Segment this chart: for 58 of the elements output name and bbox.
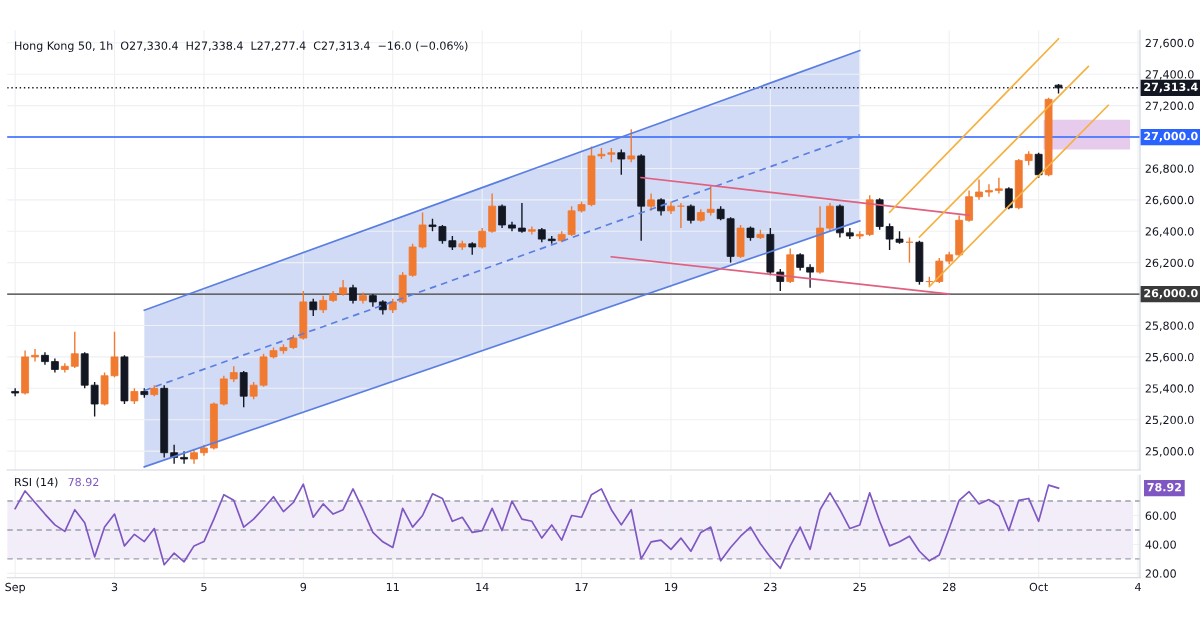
candlestick — [70, 331, 79, 369]
y-tick-label: 26,800.0 — [1145, 164, 1194, 174]
y-tick-label: 40.00 — [1145, 540, 1176, 549]
candlestick — [617, 148, 626, 176]
candlestick — [975, 178, 983, 201]
y-tick-label: 25,200.0 — [1145, 415, 1194, 426]
candlestick — [806, 263, 814, 289]
candlestick — [677, 202, 685, 229]
ref-line-label: 27,313.4 — [1144, 82, 1198, 93]
y-tick-label: 26,600.0 — [1145, 195, 1194, 206]
candlestick — [31, 348, 39, 363]
ref-line-label: 27,000.0 — [1144, 131, 1198, 142]
candlestick — [706, 185, 715, 217]
candlestick — [627, 128, 636, 163]
x-tick-label: 11 — [386, 582, 399, 592]
candlestick — [60, 362, 69, 374]
y-tick-label: 27,400.0 — [1145, 70, 1194, 80]
x-tick-label: 4 — [1135, 582, 1141, 592]
text: Hong Kong 50, 1h O27,330.4 H27,338.4 L27,277.4 C27,313.4 −16.0 (−0.06%) — [15, 41, 468, 52]
x-tick-label: 3 — [111, 582, 118, 592]
y-tick-label: 25,600.0 — [1145, 352, 1194, 363]
y-tick-label: 25,800.0 — [1145, 321, 1194, 332]
x-tick-label: 17 — [575, 582, 588, 592]
candlestick — [826, 202, 834, 232]
candlestick — [90, 381, 99, 418]
text: 78.92 — [1147, 482, 1181, 492]
candlestick — [995, 177, 1003, 195]
x-tick-label: 5 — [201, 582, 207, 592]
y-tick-label: 25,400.0 — [1145, 384, 1194, 394]
candlestick — [239, 370, 248, 408]
x-tick-label: 19 — [665, 582, 678, 592]
y-tick-label: 27,600.0 — [1145, 38, 1194, 49]
x-tick-label: Oct — [1029, 582, 1048, 592]
y-tick-label: 20.00 — [1145, 569, 1176, 578]
candlestick — [935, 257, 944, 284]
y-tick-label: 26,400.0 — [1145, 227, 1194, 237]
x-tick-label: 14 — [476, 582, 489, 592]
candlestick — [518, 202, 526, 234]
candlestick — [180, 450, 188, 465]
x-tick-label: 23 — [764, 582, 777, 592]
candlestick — [985, 183, 993, 198]
y-tick-label: 60.00 — [1145, 511, 1176, 520]
candlestick — [11, 387, 20, 397]
y-tick-label: 27,200.0 — [1145, 101, 1194, 112]
y-tick-label: 26,200.0 — [1145, 258, 1194, 269]
x-tick-label: 25 — [853, 582, 866, 592]
x-tick-label: 9 — [300, 582, 307, 592]
ref-line-label: 26,000.0 — [1144, 288, 1198, 299]
candlestick — [478, 227, 487, 250]
chart-subtitle: 78.92 — [68, 477, 99, 487]
candlestick — [1034, 152, 1043, 179]
chart-title: RSI (14) — [15, 477, 58, 488]
candlestick — [1004, 186, 1013, 210]
candlestick — [965, 189, 973, 223]
candlestick — [349, 283, 357, 305]
y-tick-label: 25,000.0 — [1145, 447, 1194, 457]
x-tick-label: Sep — [5, 582, 26, 594]
x-tick-label: 28 — [942, 582, 956, 592]
